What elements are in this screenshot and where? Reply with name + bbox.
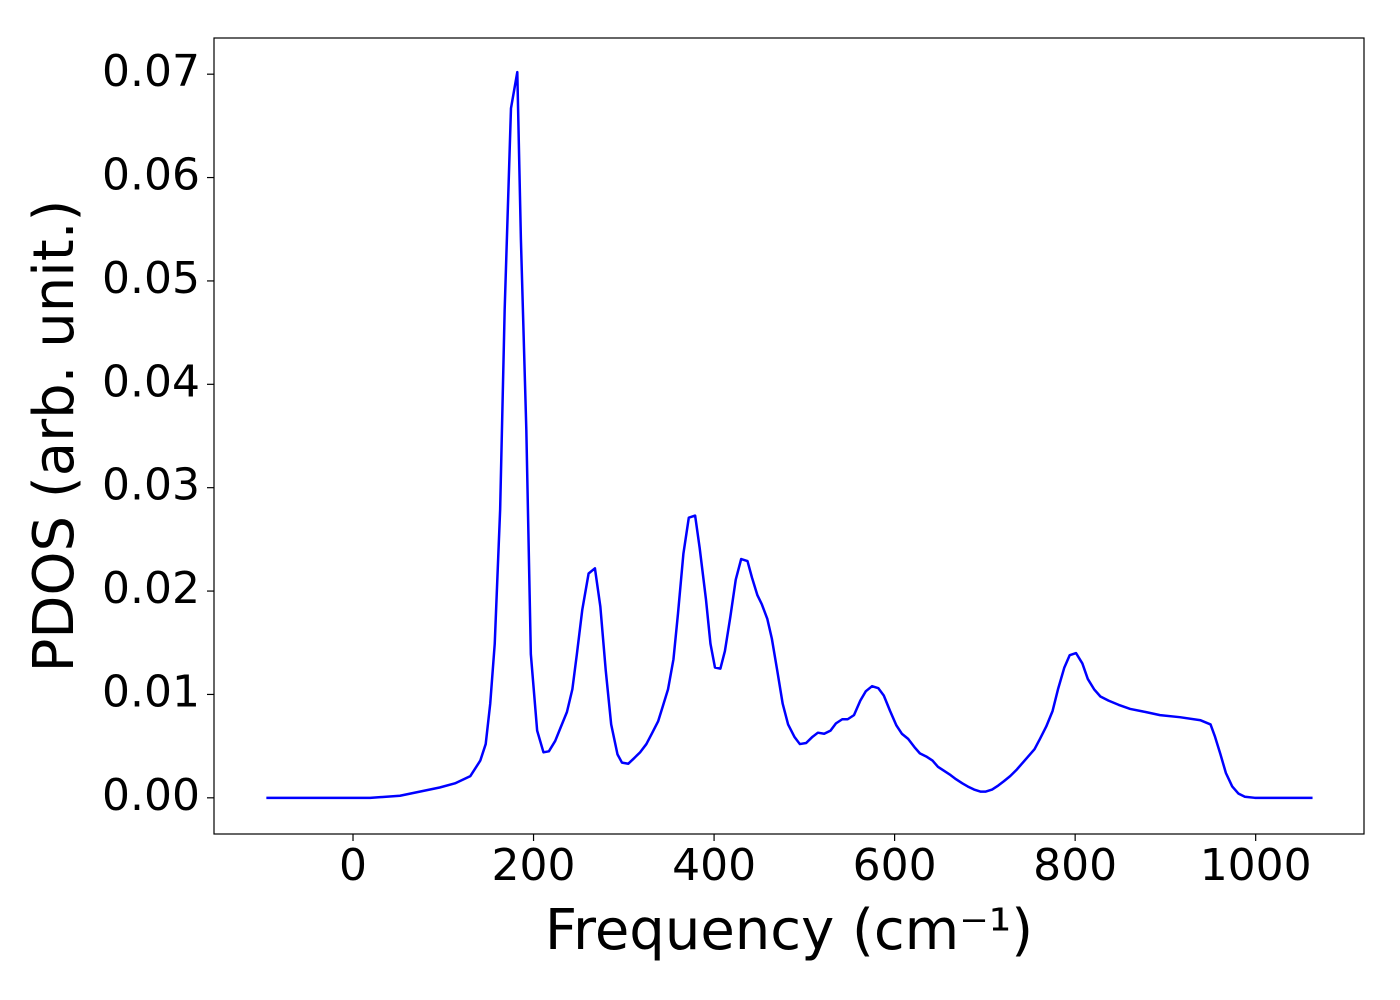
x-tick-label: 400	[672, 840, 756, 891]
y-tick-label: 0.05	[102, 253, 200, 304]
y-tick-label: 0.00	[102, 770, 200, 821]
x-tick-label: 0	[339, 840, 367, 891]
y-tick-label: 0.04	[102, 356, 200, 407]
x-tick-label: 200	[492, 840, 576, 891]
x-tick-label: 800	[1033, 840, 1117, 891]
y-tick-label: 0.07	[102, 46, 200, 97]
y-tick-label: 0.03	[102, 460, 200, 511]
x-tick-label: 600	[853, 840, 937, 891]
x-axis-label: Frequency (cm⁻¹)	[545, 898, 1033, 963]
plot-frame	[213, 37, 1365, 835]
y-tick-label: 0.02	[102, 563, 200, 614]
y-tick-label: 0.06	[102, 150, 200, 201]
y-axis-label: PDOS (arb. unit.)	[22, 200, 87, 673]
y-tick-label: 0.01	[102, 666, 200, 717]
pdos-line	[266, 70, 1313, 800]
x-tick-label: 1000	[1200, 840, 1312, 891]
